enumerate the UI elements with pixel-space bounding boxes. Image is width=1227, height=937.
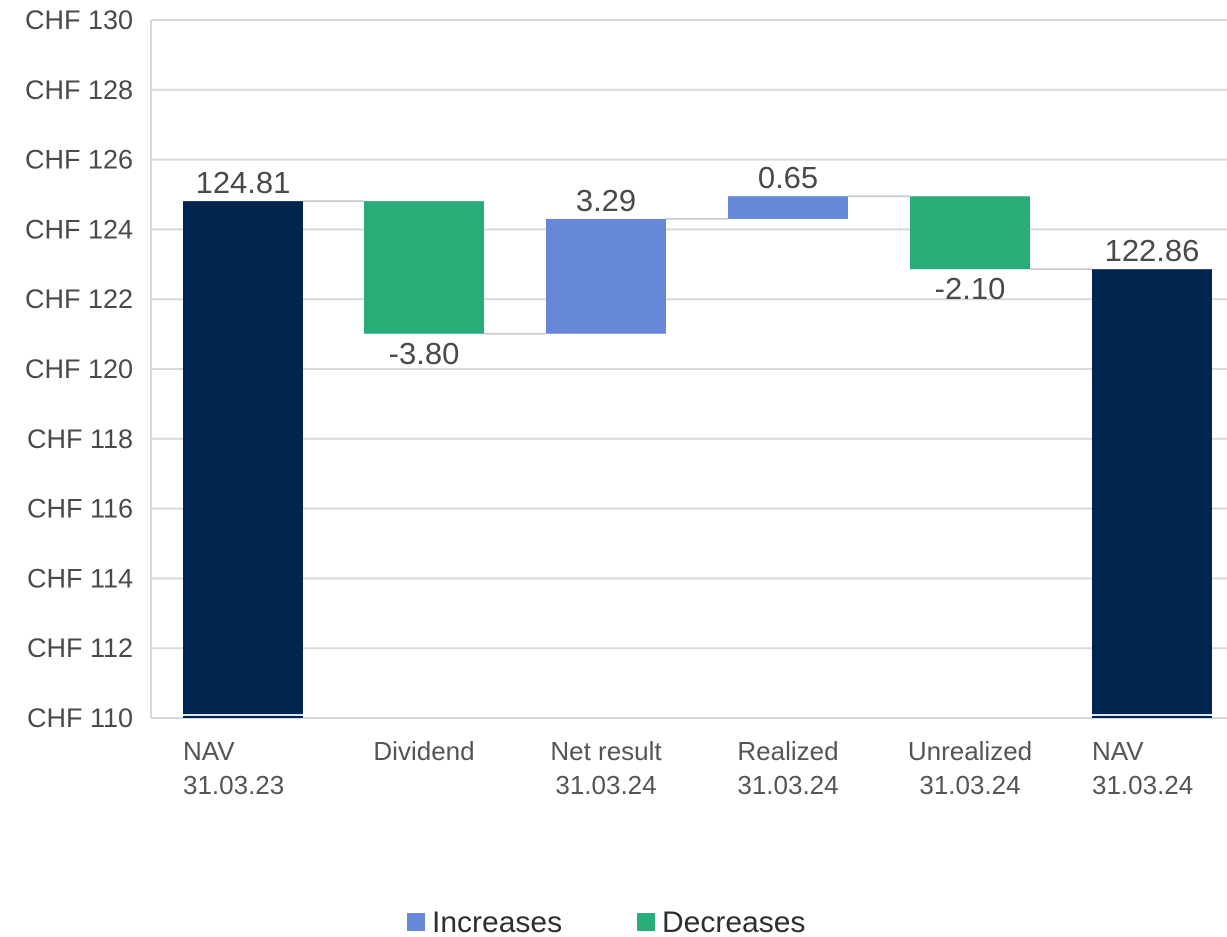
data-label: -3.80 [389,336,460,371]
y-tick-label: CHF 130 [25,5,133,35]
y-axis-tick-labels: CHF 110 CHF 112 CHF 114 CHF 116 CHF 118 CHF 1… [25,5,133,733]
bar-4-increase [728,196,848,219]
bar-5-decrease [910,196,1030,270]
bar-1-total [183,201,303,719]
legend-swatch-increase [407,913,425,931]
y-tick-label: CHF 110 [27,703,133,733]
category-label: Net result 31.03.24 [550,736,662,800]
legend-label-increase: Increases [432,906,562,937]
y-tick-label: CHF 112 [27,633,133,663]
y-tick-label: CHF 126 [25,145,133,175]
y-tick-label: CHF 116 [27,494,133,524]
bar-3-increase [546,218,666,334]
y-tick-label: CHF 128 [25,75,133,105]
y-tick-label: CHF 114 [27,563,133,593]
data-label: -2.10 [935,271,1006,306]
bar-2-decrease [364,201,484,334]
y-tick-label: CHF 124 [25,214,133,244]
data-label: 3.29 [576,183,636,218]
legend-label-decrease: Decreases [662,906,805,937]
bar-6-total [1092,269,1212,718]
bars [183,196,1212,719]
category-label: Unrealized 31.03.24 [908,736,1032,800]
category-label: NAV 31.03.23 [183,736,284,800]
data-label: 0.65 [758,160,818,195]
connector-lines [303,195,1092,335]
legend: Increases Decreases [407,906,805,937]
category-label: Realized 31.03.24 [737,736,838,800]
y-tick-label: CHF 120 [25,354,133,384]
data-label: 124.81 [196,165,291,200]
y-tick-label: CHF 118 [27,424,133,454]
data-labels: 124.81 -3.80 3.29 0.65 -2.10 122.86 [196,160,1200,371]
y-tick-label: CHF 122 [25,284,133,314]
data-label: 122.86 [1105,233,1200,268]
legend-swatch-decrease [637,913,655,931]
x-axis-category-labels: NAV 31.03.23 Dividend Net result 31.03.24 Rea… [183,736,1193,800]
grid-lines [151,19,1227,719]
category-label: Dividend [373,736,474,766]
category-label: NAV 31.03.24 [1092,736,1193,800]
